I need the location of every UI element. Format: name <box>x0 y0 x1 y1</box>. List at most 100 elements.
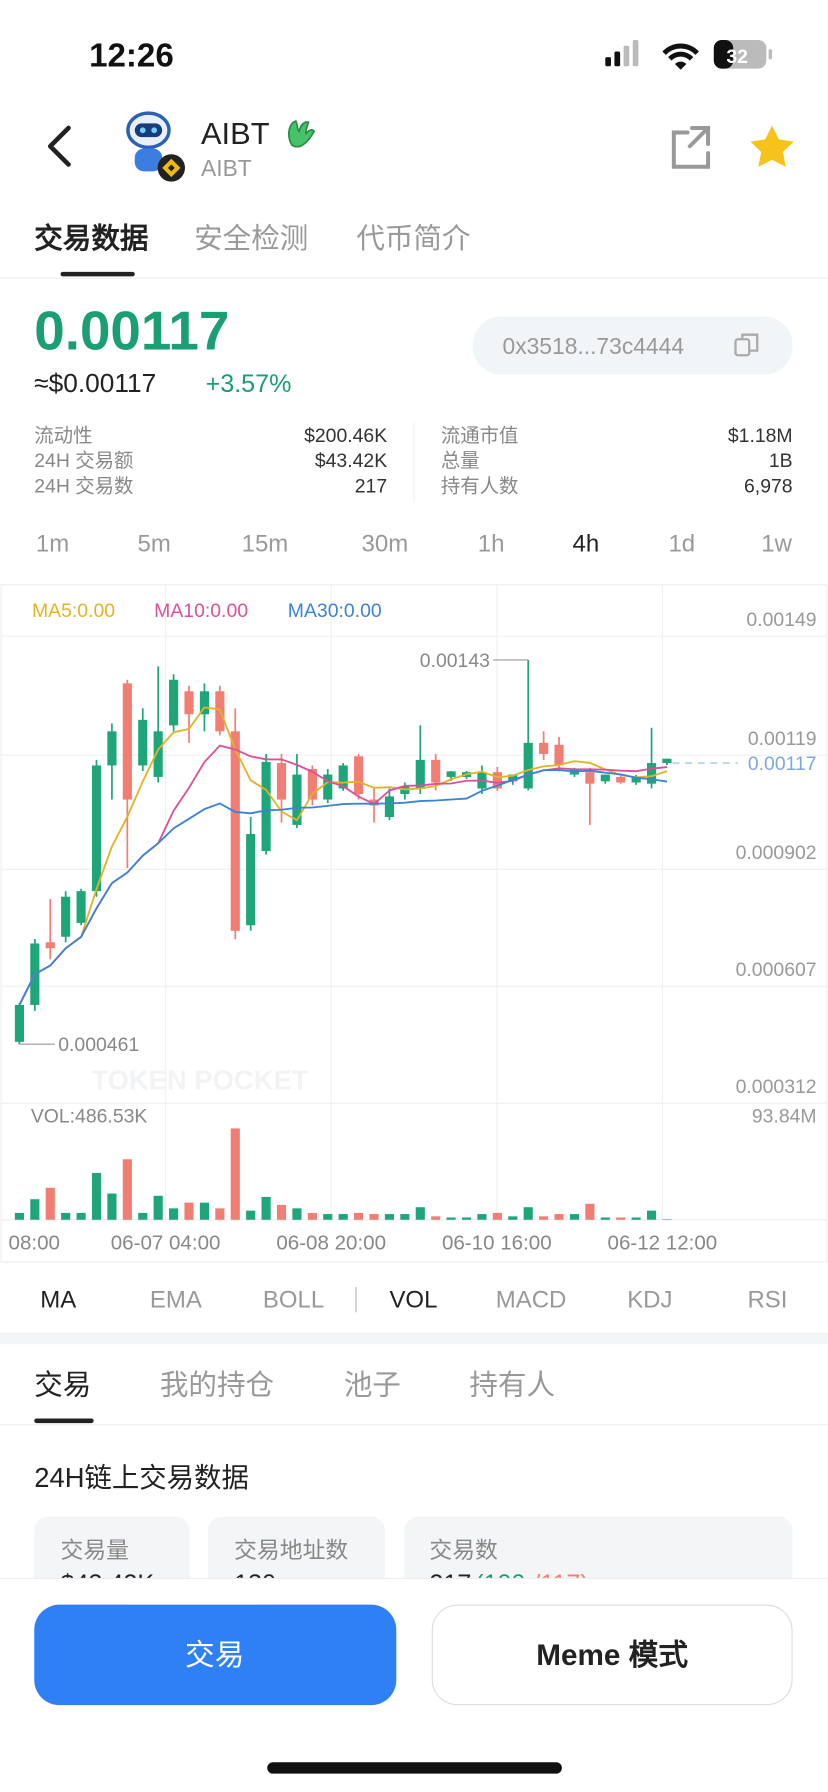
stat-label: 持有人数 <box>441 475 519 497</box>
volume-bar <box>646 1210 657 1220</box>
x-tick-label: 06-07 04:00 <box>111 1231 221 1254</box>
interval[interactable]: 15m <box>242 531 289 558</box>
interval[interactable]: 1d <box>668 531 695 558</box>
candle-body <box>230 731 240 931</box>
candle-body <box>616 776 626 783</box>
trade-button[interactable] <box>34 1604 397 1706</box>
x-tick-label: 06-10 16:00 <box>442 1231 552 1254</box>
volume-bar <box>122 1159 132 1220</box>
address-pill[interactable] <box>472 316 793 375</box>
indicator-tab[interactable]: MA <box>40 1287 76 1314</box>
candle-body <box>261 761 271 852</box>
status-icons <box>605 40 773 70</box>
y-tick-label: 0.000902 <box>736 842 817 864</box>
interval[interactable]: 1m <box>36 531 69 558</box>
stat-label: 流通市值 <box>441 425 519 447</box>
volume-bar <box>446 1217 456 1220</box>
button-label: 交易 <box>185 1639 244 1672</box>
section-tab[interactable]: 池子 <box>344 1370 401 1402</box>
volume-bar <box>107 1193 117 1220</box>
y-tick-label: 0.000312 <box>736 1076 817 1098</box>
volume-bar <box>585 1203 595 1220</box>
interval[interactable]: 5m <box>138 531 171 558</box>
emoji <box>288 120 316 148</box>
candle-body <box>292 774 302 825</box>
back-button[interactable] <box>47 125 71 167</box>
candle-body <box>539 742 549 754</box>
indicator-tab[interactable]: EMA <box>150 1287 202 1314</box>
volume-bar <box>554 1214 564 1220</box>
volume-bar <box>261 1196 271 1220</box>
interval[interactable]: 4h <box>573 531 600 558</box>
x-tick-label: 08:00 <box>9 1231 60 1254</box>
candle-body <box>122 683 132 800</box>
interval[interactable]: 1w <box>761 531 792 558</box>
battery-level: 32 <box>726 46 748 68</box>
volume-label: VOL:486.53K <box>31 1106 148 1128</box>
v-grid <box>165 584 663 1220</box>
candle-body <box>431 759 441 783</box>
divider <box>0 1424 828 1426</box>
indicator-tab[interactable]: VOL <box>389 1287 437 1314</box>
interval[interactable]: 30m <box>362 531 409 558</box>
tab-indicator <box>34 1418 94 1424</box>
volume-bar <box>492 1212 502 1220</box>
divider <box>413 422 415 503</box>
candle-body <box>554 744 564 766</box>
volume-bar <box>153 1195 163 1220</box>
y-tick-label: 0.00149 <box>746 609 816 631</box>
volume-bar <box>199 1202 209 1220</box>
home-indicator <box>267 1762 562 1774</box>
tab[interactable]: 安全检测 <box>194 223 308 255</box>
candle-body <box>369 799 379 806</box>
volume-bar <box>246 1210 256 1220</box>
copy-icon[interactable] <box>734 333 759 357</box>
status-time: 12:26 <box>89 37 174 74</box>
volume-bar <box>354 1212 364 1220</box>
interval[interactable]: 1h <box>478 531 505 558</box>
indicator-tab[interactable]: BOLL <box>263 1287 324 1314</box>
stat-value: $200.46K <box>304 425 387 447</box>
tab[interactable]: 交易数据 <box>34 222 148 255</box>
share-button[interactable] <box>671 125 711 169</box>
indicator-tab[interactable]: RSI <box>747 1287 787 1314</box>
volume-bar <box>616 1217 626 1220</box>
meme-button[interactable] <box>431 1604 793 1706</box>
x-tick-label: 06-08 20:00 <box>276 1231 386 1254</box>
candle-body <box>508 774 518 782</box>
volume-bar <box>292 1208 302 1220</box>
favorite-star[interactable] <box>750 125 794 167</box>
stat-value: $43.42K <box>315 450 387 472</box>
section-tab[interactable]: 持有人 <box>469 1370 555 1402</box>
contract-address: 0x3518...73c4444 <box>503 333 685 359</box>
stat-value: 1B <box>769 450 793 472</box>
card-label: 交易地址数 <box>234 1537 348 1563</box>
volume-bar <box>431 1216 441 1220</box>
section-title: 24H链上交易数据 <box>34 1462 249 1493</box>
volume-bar <box>508 1216 518 1220</box>
button-label: Meme 模式 <box>536 1639 688 1672</box>
indicator-tab[interactable]: MACD <box>496 1287 567 1314</box>
volume-bar <box>569 1214 580 1220</box>
candle-body <box>307 769 317 800</box>
stat-value: $1.18M <box>728 425 793 447</box>
stat-value: 6,978 <box>744 475 793 497</box>
candle-body <box>107 731 117 766</box>
tab-indicator <box>60 271 135 277</box>
ma-line <box>18 706 668 1006</box>
candle-body <box>646 763 657 784</box>
candle-body <box>600 774 610 782</box>
price-change: +3.57% <box>206 370 292 398</box>
volume-bar <box>523 1207 533 1220</box>
max-annotation: 0.00143 <box>420 650 490 672</box>
section-tab[interactable]: 我的持仓 <box>160 1370 274 1402</box>
volume-bar <box>14 1212 24 1220</box>
candle-body <box>323 774 333 800</box>
tab[interactable]: 代币简介 <box>356 223 470 255</box>
section-tab[interactable]: 交易 <box>34 1370 91 1402</box>
candle-body <box>61 896 71 937</box>
candle-body <box>246 834 256 926</box>
indicator-tab[interactable]: KDJ <box>627 1287 672 1314</box>
candle-body <box>169 679 179 726</box>
